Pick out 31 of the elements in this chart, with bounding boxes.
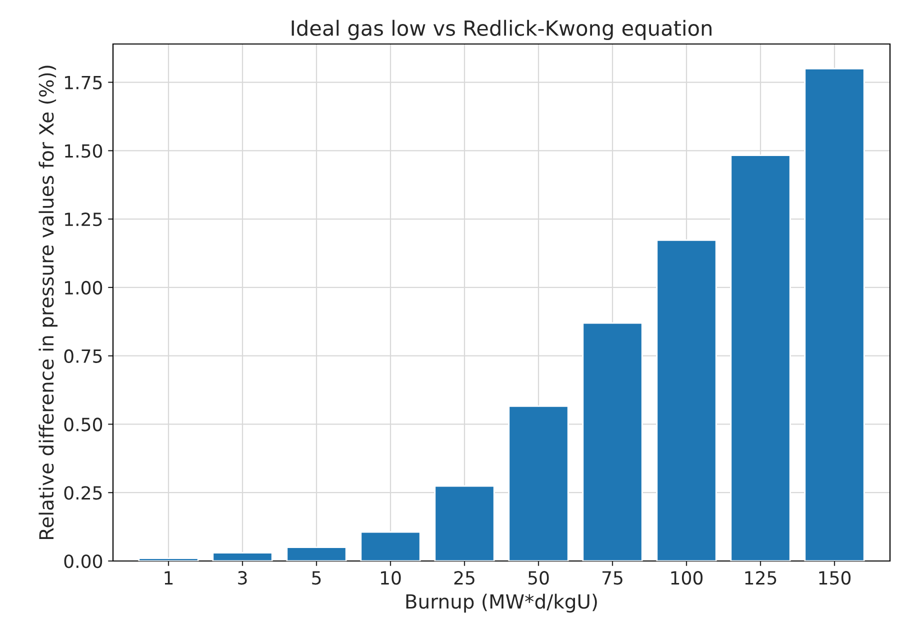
- y-tick-label: 1.50: [65, 144, 102, 158]
- y-tick-label: 0.75: [64, 349, 102, 363]
- bar: [730, 154, 791, 561]
- y-tick-label: 1.00: [65, 280, 102, 295]
- x-tick-label: 75: [602, 571, 622, 585]
- x-axis-title: Burnup (MW*d/kgU): [406, 594, 597, 613]
- x-tick-label: 100: [671, 571, 703, 585]
- chart-title: Ideal gas low vs Redlick-Kwong equation: [292, 20, 712, 40]
- y-tick-label: 0.00: [64, 554, 102, 568]
- x-tick-label: 25: [454, 571, 474, 585]
- bar: [212, 552, 273, 561]
- bar: [360, 531, 421, 561]
- y-tick-label: 1.25: [65, 212, 102, 226]
- x-tick-label: 1: [164, 571, 173, 584]
- x-tick-label: 150: [819, 571, 851, 585]
- y-axis-title: Relative difference in pressure values for Xe (%)): [38, 66, 58, 540]
- x-tick-label: 50: [528, 571, 549, 585]
- bar: [434, 485, 495, 561]
- x-tick-label: 125: [745, 571, 776, 585]
- x-tick-label: 3: [238, 571, 247, 585]
- bar: [804, 68, 865, 561]
- y-tick-label: 0.50: [64, 418, 102, 432]
- bar: [508, 405, 569, 561]
- x-tick-label: 10: [380, 571, 401, 585]
- y-tick-label: 0.25: [64, 486, 102, 500]
- y-tick-label: 1.75: [65, 76, 102, 90]
- bar: [656, 239, 717, 561]
- bar: [138, 558, 199, 561]
- bar: [286, 546, 347, 561]
- bar: [582, 322, 643, 561]
- x-tick-label: 5: [312, 571, 321, 585]
